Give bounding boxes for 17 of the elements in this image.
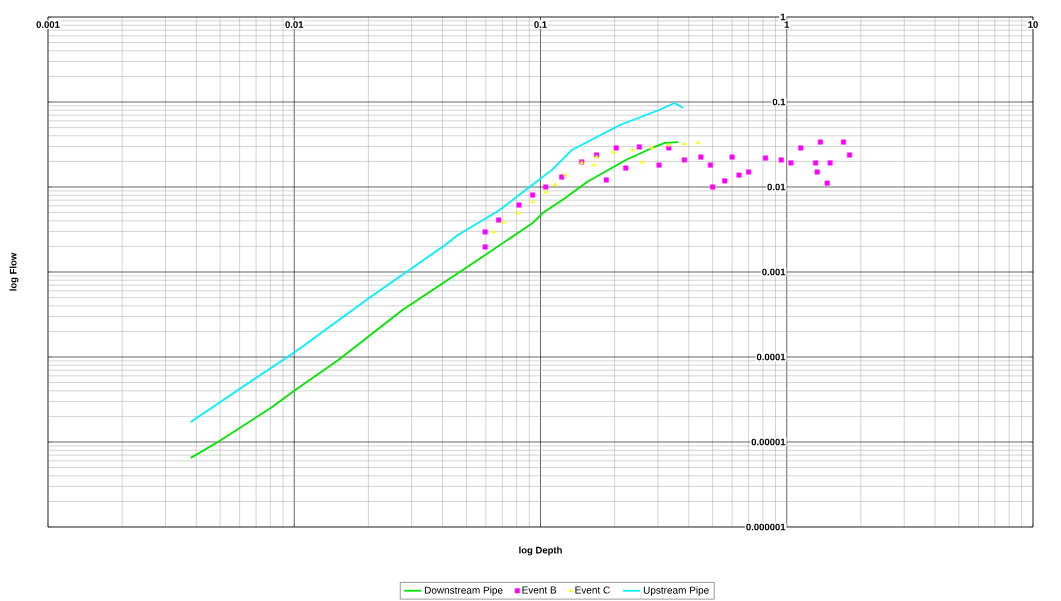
legend-label: Event B <box>522 586 557 594</box>
y-tick-label: 0.0001 <box>756 353 786 361</box>
y-tick-label: 0.1 <box>772 98 786 106</box>
x-tick-label: 0.1 <box>534 21 547 28</box>
legend-label: Event C <box>575 586 610 594</box>
y-tick-label: 1 <box>780 13 786 21</box>
legend-label: Downstream Pipe <box>424 586 503 596</box>
y-axis-title: log Flow <box>9 252 19 291</box>
x-axis-title: log Depth <box>519 546 562 556</box>
x-tick-label: 10 <box>1028 21 1038 28</box>
legend-label: Upstream Pipe <box>643 586 709 596</box>
x-tick-label: 0.001 <box>36 21 60 28</box>
x-tick-label: 0.01 <box>285 21 304 28</box>
y-tick-label: 0.01 <box>767 183 786 191</box>
y-tick-label: 0.00001 <box>751 438 786 446</box>
y-tick-label: 0.001 <box>762 268 786 276</box>
y-tick-label: 0.000001 <box>746 523 786 531</box>
